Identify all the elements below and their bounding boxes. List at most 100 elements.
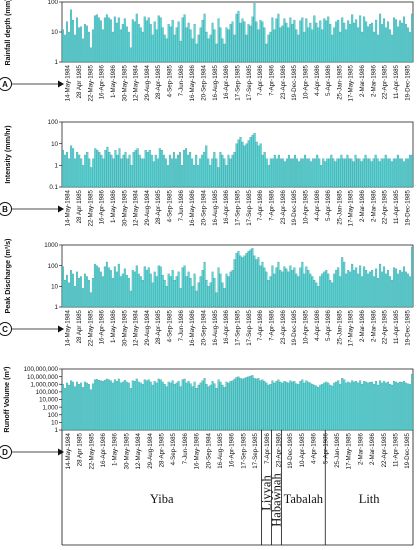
bar [83,381,86,431]
x-tick-label: 5-Apr-1986 [325,309,332,341]
bar [229,381,232,431]
x-tick-label: 7-Jun-1986 [182,432,189,464]
bar [130,165,133,188]
x-tick-label: 7-Apr-1986 [264,432,271,464]
x-tick-label: 2-Mar-1986 [370,189,377,222]
bar [253,378,256,431]
x-tick-label: 16-Apr-1986 [223,309,230,344]
bar [189,152,192,188]
bar [361,31,364,63]
bar [159,379,162,431]
x-tick-label: 12-May-1984 [133,64,140,101]
bar [213,383,216,431]
y-tick-label: 100 [48,412,59,419]
bar [304,154,307,188]
bar [287,271,290,308]
bar [243,145,246,188]
x-tick-label: 7-Jun-1986 [178,64,185,96]
bar [319,20,322,63]
bar [293,381,296,431]
bar [81,38,84,63]
y-tick-label: 1000 [44,242,58,249]
bar [371,381,374,431]
bar [347,20,350,63]
bar [362,158,365,188]
x-tick-label: 4-Apr-1986 [314,309,321,341]
bar [269,384,272,431]
bar [133,21,136,63]
bar [66,152,69,188]
bar [404,158,407,188]
bar [227,276,230,308]
bar [295,273,298,308]
bar [265,271,268,308]
bar [187,381,190,431]
bar [399,381,402,431]
bar [213,277,216,308]
bar [117,263,120,308]
bar [209,165,212,188]
bar [364,154,367,188]
bar [93,379,96,431]
x-tick-label: 23-Apr-1986 [280,189,287,224]
x-tick-label: 12-May-1984 [133,189,140,226]
bar [123,18,126,63]
bar [201,154,204,188]
y-tick-label: 10,000,000 [27,374,59,381]
bar [259,19,262,63]
bar [64,388,66,431]
bar [153,271,156,308]
bar [261,154,264,188]
bar [81,288,84,308]
x-tick-label: 16-Apr-1986 [99,309,106,344]
bar [227,382,230,431]
bar [233,152,236,188]
bar [345,29,348,63]
bar [367,26,370,63]
x-tick-label: 17-Sep-1985 [246,309,253,345]
bar [103,266,106,308]
bar [329,384,332,431]
x-tick-label: 29-Aug-1984 [144,64,151,100]
bar [329,24,332,63]
bar [131,19,134,63]
bar [393,381,396,431]
bar [405,382,407,431]
x-tick-label: 1-May-1986 [110,309,117,343]
bar [129,290,132,308]
panel-marker-circle [0,445,12,459]
bar [285,268,288,308]
bar [317,27,320,63]
bar [211,271,214,308]
bar [333,27,336,63]
bar [126,158,129,188]
bar [155,29,158,63]
bar [305,18,308,63]
x-tick-label: 11-Apr-1985 [393,309,400,343]
bar [141,31,144,63]
bar [369,382,372,431]
bar [411,13,413,63]
bar [323,382,326,431]
bar [227,29,230,63]
bar [163,384,166,431]
bar [245,34,248,63]
bar [347,381,350,431]
bar [331,34,334,63]
bar [197,165,200,188]
x-tick-label: 22-Apr-1985 [382,189,389,224]
bar [168,154,171,188]
bar [399,270,402,308]
bar [407,273,409,308]
bar [385,27,388,63]
bar [355,381,358,431]
bar [316,154,319,188]
bar [195,154,198,188]
x-tick-label: 17-May-1985 [348,189,355,226]
x-tick-label: 17-Sep-1985 [235,189,242,225]
x-tick-label: 12-May-1984 [135,432,142,469]
bar [341,17,344,63]
x-tick-label: 17-Sep-1985 [246,189,253,225]
panel-b: 0.1 1 10 100 Intensity (mm/hr) B 14-May-1984 28… [0,119,414,226]
bar [154,154,157,188]
